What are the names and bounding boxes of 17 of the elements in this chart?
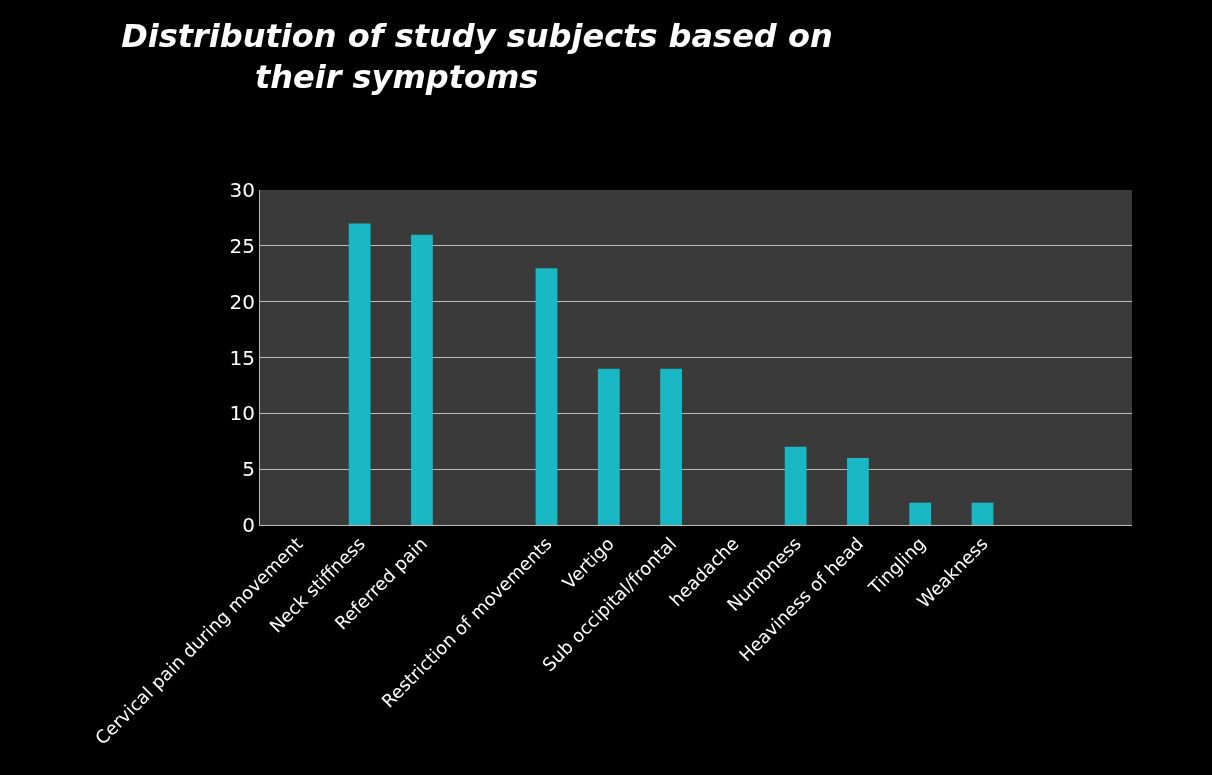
bar bbox=[348, 223, 371, 525]
y-tick-label: 20 bbox=[229, 289, 255, 314]
y-tick-label: 0 bbox=[242, 513, 255, 537]
bar bbox=[971, 502, 994, 525]
y-tick-label: 30 bbox=[229, 178, 255, 202]
bar bbox=[784, 446, 807, 525]
bar bbox=[535, 268, 558, 525]
bar bbox=[597, 368, 620, 525]
y-tick-label: 5 bbox=[242, 457, 255, 482]
bar bbox=[909, 502, 932, 525]
chart-title: Distribution of study subjects based on their symptoms bbox=[121, 16, 833, 97]
bar bbox=[411, 234, 433, 525]
y-tick-label: 10 bbox=[229, 401, 255, 426]
y-tick-label: 25 bbox=[229, 233, 255, 258]
bar bbox=[847, 458, 869, 525]
y-tick-label: 15 bbox=[229, 345, 255, 370]
bar bbox=[660, 368, 682, 525]
